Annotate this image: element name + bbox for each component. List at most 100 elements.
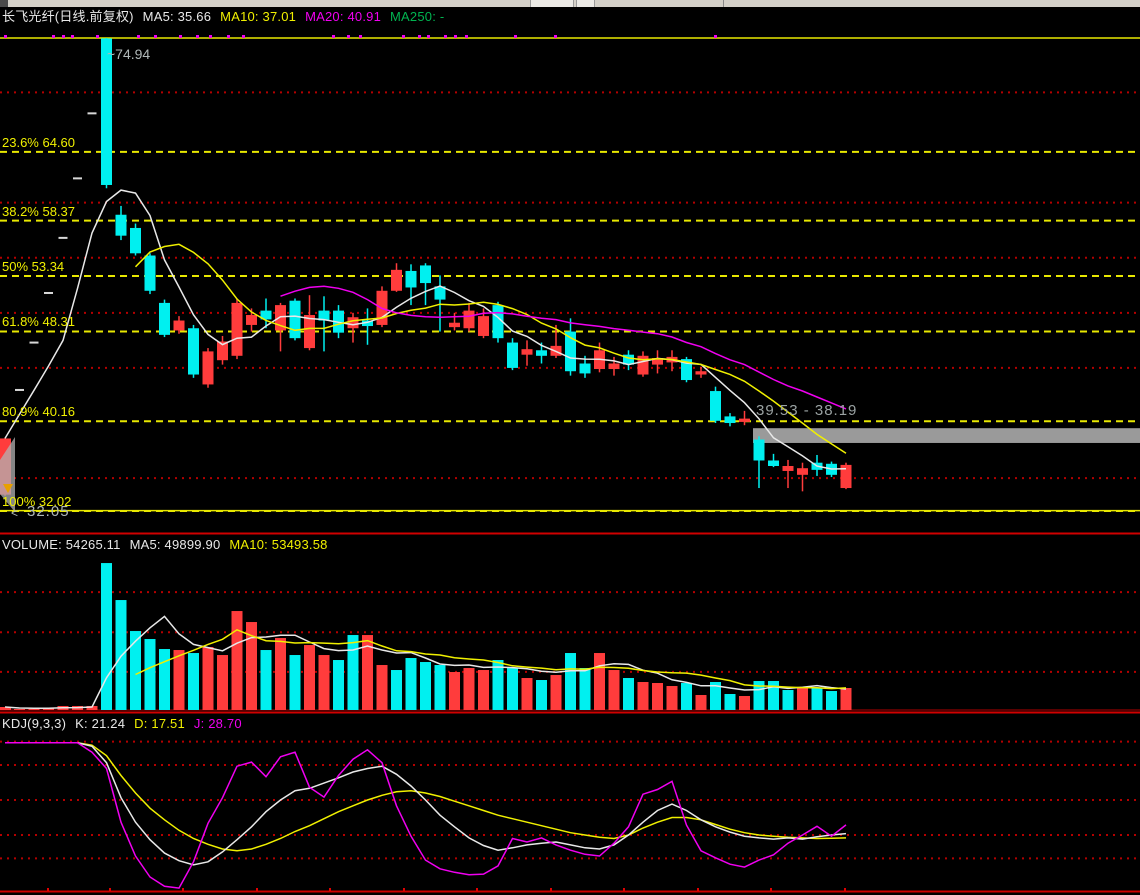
fib-level-label: 38.2% 58.37 xyxy=(2,203,76,219)
volume-bar xyxy=(550,675,562,710)
volume-bar xyxy=(492,660,504,710)
low-marker-arrow-icon: < xyxy=(11,506,19,520)
candle-body xyxy=(420,265,431,284)
candle-body xyxy=(565,331,576,372)
signal-dot xyxy=(554,35,557,38)
signal-dot xyxy=(444,35,447,38)
candle-body xyxy=(391,269,402,291)
candle-body xyxy=(652,358,663,365)
one-price-candle xyxy=(15,388,24,391)
kdj-j-line xyxy=(5,742,847,889)
one-price-candle xyxy=(44,291,53,294)
candle-body xyxy=(623,354,634,365)
kdj-name: KDJ(9,3,3) xyxy=(2,716,67,731)
ma10-readout: MA10: 37.01 xyxy=(220,9,297,24)
candle-body xyxy=(318,310,330,321)
ma10-line xyxy=(134,243,847,454)
ma5-readout: MA5: 35.66 xyxy=(142,9,212,24)
signal-dot xyxy=(465,35,468,38)
volume-ma10-line xyxy=(135,628,847,690)
candle-body xyxy=(739,418,750,422)
volume-bar xyxy=(188,653,199,710)
signal-dot xyxy=(454,35,457,38)
draw-tool-marker xyxy=(3,484,13,493)
signal-dot xyxy=(62,35,65,38)
candle-body xyxy=(188,328,199,375)
price-pane-header: 长飞光纤(日线.前复权) MA5: 35.66 MA10: 37.01 MA20: 4… xyxy=(2,10,453,23)
volume-bar xyxy=(347,635,359,710)
signal-dot xyxy=(514,35,517,38)
one-price-candle xyxy=(87,112,97,115)
signal-dot xyxy=(714,35,717,38)
signal-dot xyxy=(196,35,199,38)
volume-bar xyxy=(260,650,272,710)
signal-dot xyxy=(96,35,99,38)
volume-bar xyxy=(217,655,228,710)
toolbar-button[interactable] xyxy=(576,0,595,7)
candle-body xyxy=(173,320,185,331)
candle-body xyxy=(695,371,707,375)
volume-pane-header: VOLUME: 54265.11 MA5: 49899.90 MA10: 53493… xyxy=(2,538,337,551)
volume-bar xyxy=(797,688,808,710)
kdj-k-line xyxy=(5,742,847,866)
fib-level-label: 23.6% 64.60 xyxy=(2,134,76,150)
volume-bar xyxy=(391,670,402,710)
volume-bar xyxy=(405,658,417,710)
signal-dot xyxy=(227,35,230,38)
volume-bar xyxy=(478,670,489,710)
volume-bar xyxy=(594,653,605,710)
volume-bar xyxy=(130,631,141,710)
candle-body xyxy=(115,214,127,236)
volume-bar xyxy=(101,563,112,710)
one-price-candle xyxy=(73,177,82,180)
candle-body xyxy=(608,363,620,370)
candle-body xyxy=(840,464,852,489)
signal-dot xyxy=(4,35,7,38)
volume-bar xyxy=(507,668,518,710)
candle-body xyxy=(637,355,649,375)
candle-body xyxy=(492,305,504,339)
volume-bar xyxy=(144,639,156,710)
volume-bar xyxy=(376,665,388,710)
toolbar-button[interactable] xyxy=(530,0,574,7)
kdj-pane-header: KDJ(9,3,3) K: 21.24 D: 17.51 J: 28.70 xyxy=(2,717,251,730)
volume-ma5-readout: MA5: 49899.90 xyxy=(129,537,221,552)
candle-body xyxy=(507,342,518,368)
fib-level-label: 61.8% 48.31 xyxy=(2,314,76,330)
candle-body xyxy=(449,322,460,328)
gap-zone-band xyxy=(753,428,1140,443)
volume-bar xyxy=(840,688,852,710)
volume-bar xyxy=(768,681,779,710)
volume-bar xyxy=(86,706,98,710)
volume-bar xyxy=(811,688,823,710)
candle-body xyxy=(101,38,112,185)
volume-bar xyxy=(782,690,794,710)
volume-bar xyxy=(826,691,837,710)
volume-bar xyxy=(536,680,547,710)
volume-bar xyxy=(739,696,750,710)
volume-readout: VOLUME: 54265.11 xyxy=(2,537,121,552)
ma250-readout: MA250: - xyxy=(390,9,445,24)
candle-body xyxy=(710,391,721,421)
volume-bar xyxy=(637,682,649,710)
candle-body xyxy=(362,320,373,327)
volume-bar xyxy=(449,672,460,710)
volume-bar xyxy=(463,668,475,710)
candle-body xyxy=(144,255,156,291)
volume-bar xyxy=(28,709,40,710)
volume-bar xyxy=(565,653,576,710)
signal-dot xyxy=(71,35,74,38)
candle-body xyxy=(724,416,736,424)
signal-dot xyxy=(179,35,182,38)
volume-bar xyxy=(623,678,634,710)
symbol-title[interactable]: 长飞光纤(日线.前复权) xyxy=(2,9,134,24)
volume-bar xyxy=(304,645,315,710)
one-price-candle xyxy=(58,236,68,239)
volume-bar xyxy=(681,683,692,710)
toolbar-divider xyxy=(723,0,724,7)
kdj-k-readout: K: 21.24 xyxy=(75,716,126,731)
volume-bar xyxy=(362,635,373,710)
candle-body xyxy=(478,316,489,336)
